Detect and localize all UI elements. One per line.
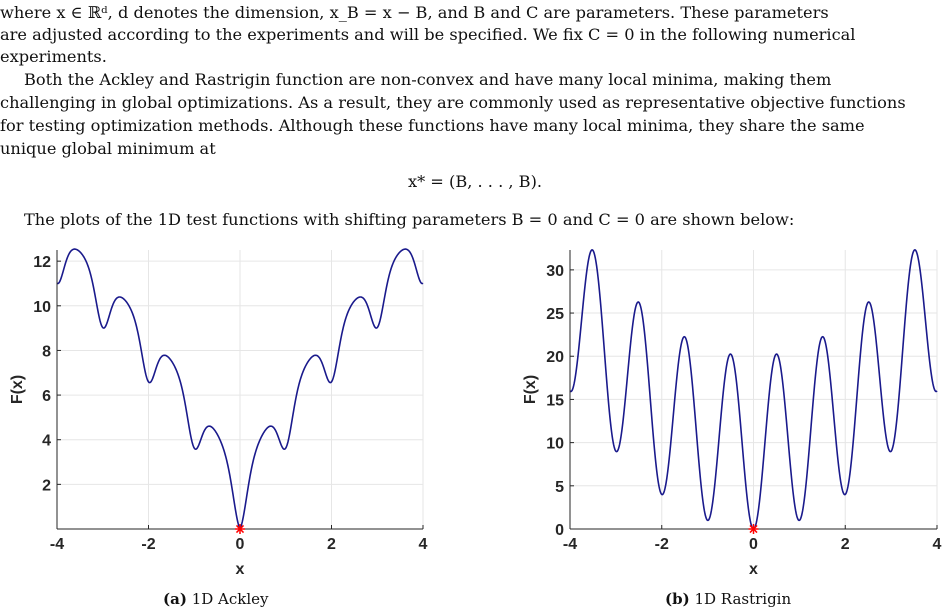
chart0-ylabel: F(x): [9, 375, 26, 404]
caption-a-text: 1D Ackley: [191, 590, 269, 608]
chart1-xtick-label-0: -4: [563, 536, 577, 553]
chart1-minimum-marker: [748, 524, 759, 534]
chart0-ytick-label-0: 2: [42, 477, 51, 494]
chart1-ytick-label-6: 30: [546, 263, 564, 280]
paragraph2-line1: Both the Ackley and Rastrigin function a…: [24, 70, 832, 89]
chart0-ytick-label-3: 8: [42, 343, 51, 360]
chart1-xtick-label-2: 0: [749, 536, 758, 553]
chart0-xlabel: x: [236, 561, 245, 578]
chart1-xtick-label-1: -2: [655, 536, 669, 553]
chart0-minimum-marker: [235, 524, 245, 534]
paragraph2-line2: challenging in global optimizations. As …: [0, 93, 906, 112]
chart0-marker-stroke-135: [235, 524, 245, 534]
paragraph1-line2: are adjusted according to the experiment…: [0, 25, 856, 44]
paragraph2-line3: for testing optimization methods. Althou…: [0, 116, 865, 135]
chart1-ytick-label-3: 15: [546, 392, 564, 409]
ackley-chart: -4 -2 0 2 4 2 4 6 8 10 12 x F(x): [9, 248, 428, 578]
caption-a: (a) 1D Ackley: [163, 590, 269, 608]
caption-b-text: 1D Rastrigin: [694, 590, 792, 608]
caption-b-label: (b): [665, 590, 690, 608]
chart0-xtick-label-3: 2: [327, 536, 336, 553]
chart1-ytick-label-2: 10: [546, 436, 564, 453]
chart1-ytick-label-0: 0: [555, 522, 564, 539]
chart0-ytick-label-5: 12: [33, 254, 51, 271]
chart1-marker-stroke-135: [749, 524, 758, 534]
global-minimum-equation: x* = (B, . . . , B).: [407, 172, 543, 191]
chart0-xtick-label-0: -4: [50, 536, 64, 553]
chart1-ytick-label-4: 20: [546, 349, 564, 366]
rastrigin-chart: -4 -2 0 2 4 0 5 10 15 20 25 30 x F(x): [522, 249, 942, 578]
paragraph1-line3: experiments.: [0, 47, 107, 66]
caption-a-label: (a): [163, 590, 187, 608]
paragraph3: The plots of the 1D test functions with …: [24, 210, 795, 229]
paragraph2-line4: unique global minimum at: [0, 139, 216, 158]
chart0-xtick-label-4: 4: [419, 536, 428, 553]
chart1-ytick-label-5: 25: [546, 306, 564, 323]
chart0-ytick-label-2: 6: [42, 388, 51, 405]
chart0-ytick-label-4: 10: [33, 299, 51, 316]
caption-b: (b) 1D Rastrigin: [665, 590, 791, 608]
chart1-xtick-label-4: 4: [933, 536, 942, 553]
chart1-ylabel: F(x): [522, 375, 539, 404]
chart0-xtick-label-2: 0: [236, 536, 245, 553]
chart0-xtick-label-1: -2: [141, 536, 155, 553]
chart1-xtick-label-3: 2: [841, 536, 850, 553]
chart0-ytick-label-1: 4: [42, 433, 51, 450]
chart1-ytick-label-1: 5: [555, 479, 564, 496]
figure-plots: -4 -2 0 2 4 2 4 6 8 10 12 x F(x) -4 -2 0 2 4 0 5 10 15 20 25 30…: [0, 242, 950, 582]
paragraph1-line1: where x ∈ ℝᵈ, d denotes the dimension, x…: [0, 3, 829, 22]
chart1-xlabel: x: [749, 561, 758, 578]
